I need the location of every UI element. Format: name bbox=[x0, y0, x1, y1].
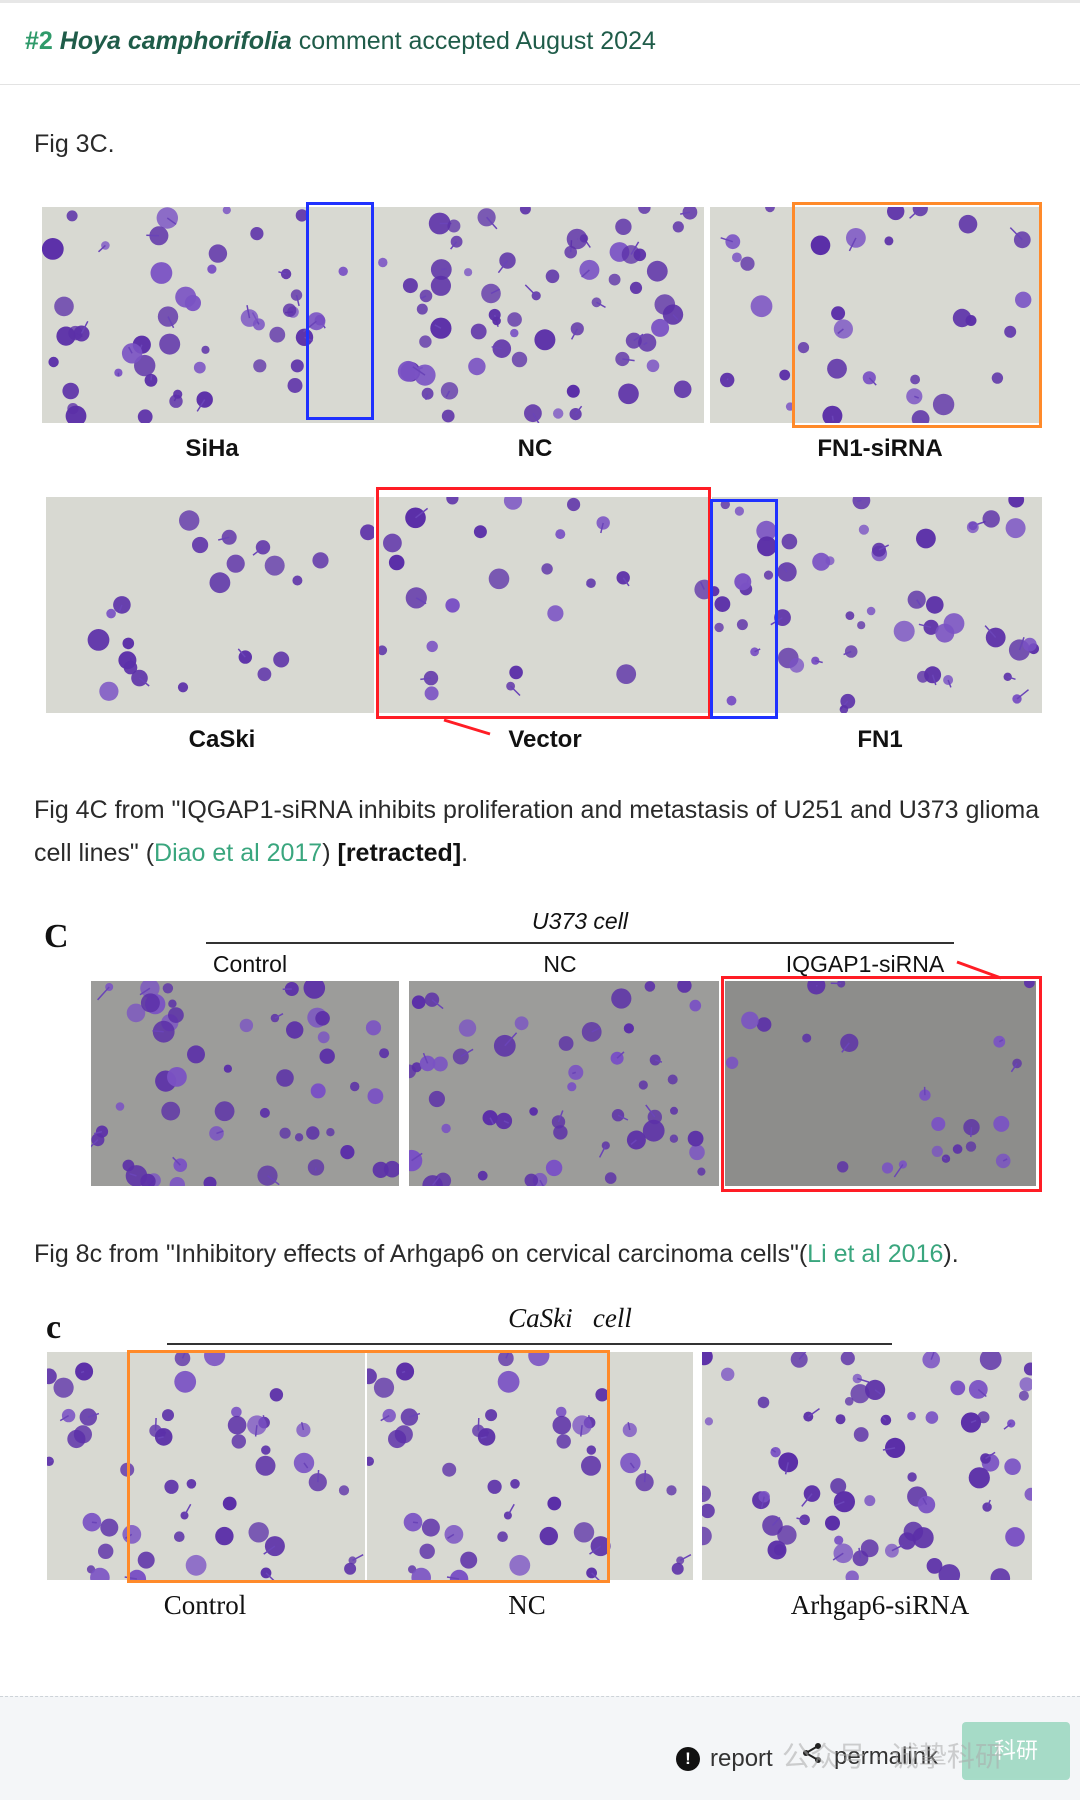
micrograph-fn1-sirna bbox=[710, 207, 1040, 423]
label-caski-control: Control bbox=[130, 1590, 280, 1621]
comment-header: #2 Hoya camphorifolia comment accepted A… bbox=[0, 3, 1080, 85]
group-rule bbox=[206, 942, 954, 944]
label-control: Control bbox=[180, 951, 320, 978]
connector-line-2 bbox=[955, 958, 1005, 982]
micrograph-siha bbox=[42, 207, 375, 423]
fig8-caption-end: ). bbox=[943, 1240, 958, 1268]
label-fn1: FN1 bbox=[800, 726, 960, 754]
retracted-label: [retracted] bbox=[338, 839, 462, 867]
panel-letter-c-lower: c bbox=[46, 1309, 61, 1347]
label-siha: SiHa bbox=[132, 435, 292, 463]
micrograph-fn1 bbox=[712, 497, 1042, 713]
fig8-caption: Fig 8c from "Inhibitory effects of Arhga… bbox=[34, 1233, 1044, 1276]
label-nc-2: NC bbox=[490, 951, 630, 978]
micrograph-caski-control bbox=[47, 1352, 365, 1580]
permalink-button[interactable]: permalink bbox=[800, 1741, 938, 1772]
label-fn1-sirna: FN1-siRNA bbox=[785, 435, 975, 463]
micrograph-caski bbox=[46, 497, 374, 713]
report-button[interactable]: ! report bbox=[676, 1745, 773, 1773]
micrograph-caski-arhgap6 bbox=[702, 1352, 1032, 1580]
comment-status: comment accepted August 2024 bbox=[299, 27, 656, 55]
fig3-caption: Fig 3C. bbox=[34, 123, 1044, 166]
fig4-caption-end: . bbox=[461, 839, 468, 867]
label-caski: CaSki bbox=[142, 726, 302, 754]
permalink-label: permalink bbox=[834, 1743, 938, 1771]
micrograph-u373-control bbox=[91, 981, 399, 1186]
micrograph-caski-nc bbox=[367, 1352, 693, 1580]
group-rule-2 bbox=[167, 1343, 892, 1345]
share-icon bbox=[800, 1741, 824, 1772]
comment-footer: ! report permalink bbox=[0, 1696, 1080, 1800]
report-label: report bbox=[710, 1745, 773, 1773]
comment-number[interactable]: #2 bbox=[25, 27, 53, 55]
label-iqgap1-sirna: IQGAP1-siRNA bbox=[770, 951, 960, 978]
micrograph-vector bbox=[378, 497, 708, 713]
group-title-caski: CaSki cell bbox=[440, 1303, 700, 1334]
label-nc: NC bbox=[455, 435, 615, 463]
fig8-caption-text: Fig 8c from "Inhibitory effects of Arhga… bbox=[34, 1240, 807, 1268]
micrograph-u373-nc bbox=[409, 981, 719, 1186]
fig4-caption: Fig 4C from "IQGAP1-siRNA inhibits proli… bbox=[34, 789, 1044, 875]
label-vector: Vector bbox=[465, 726, 625, 754]
label-caski-nc: NC bbox=[467, 1590, 587, 1621]
watermark-button: 科研 bbox=[962, 1722, 1070, 1780]
panel-letter-c: C bbox=[44, 918, 69, 956]
fig4-caption-mid: ) bbox=[322, 839, 337, 867]
group-title-u373: U373 cell bbox=[480, 908, 680, 935]
species-name[interactable]: Hoya camphorifolia bbox=[60, 27, 292, 55]
micrograph-u373-iqgap1 bbox=[725, 981, 1036, 1186]
diao-link[interactable]: Diao et al 2017 bbox=[154, 839, 322, 867]
micrograph-nc bbox=[375, 207, 704, 423]
li-link[interactable]: Li et al 2016 bbox=[807, 1240, 943, 1268]
label-arhgap6-sirna: Arhgap6-siRNA bbox=[770, 1590, 990, 1621]
exclamation-circle-icon: ! bbox=[676, 1747, 700, 1771]
